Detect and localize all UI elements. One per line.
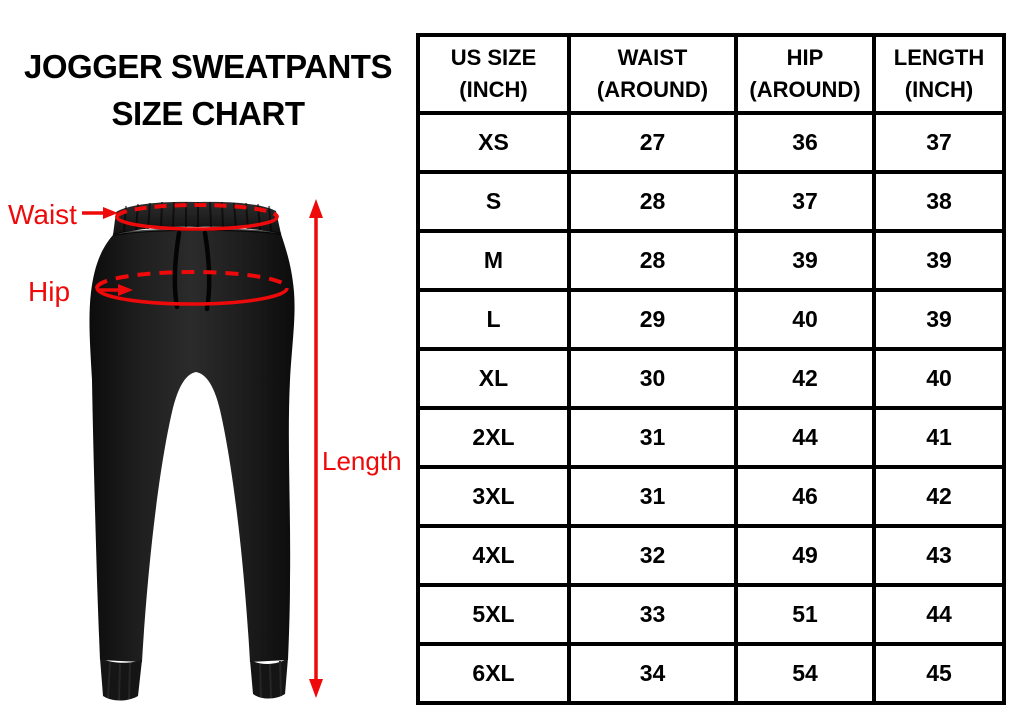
size-cell: XL — [416, 347, 571, 410]
length-cell: 38 — [872, 170, 1006, 233]
waist-ellipse-dashed — [115, 203, 279, 218]
table-header-row: US SIZE (INCH) WAIST (AROUND) HIP (AROUN… — [416, 33, 1006, 115]
length-label: Length — [322, 446, 402, 476]
hip-cell: 54 — [734, 642, 876, 705]
column-header-us-size-line1: US SIZE — [450, 45, 537, 71]
table-row: M 28 39 39 — [416, 229, 1006, 292]
waist-cell: 27 — [567, 111, 738, 174]
column-header-hip-line1: HIP — [786, 45, 824, 71]
column-header-waist: WAIST (AROUND) — [567, 33, 738, 115]
hip-cell: 51 — [734, 583, 876, 646]
cuff-left — [100, 658, 142, 701]
length-cell: 37 — [872, 111, 1006, 174]
jogger-pants-illustration: Waist Hip Length — [8, 199, 402, 701]
column-header-us-size-line2: (INCH) — [459, 77, 528, 102]
waist-ellipse-solid — [115, 216, 279, 231]
hip-cell: 40 — [734, 288, 876, 351]
hip-ellipse-dashed — [95, 270, 289, 289]
cuff-ribs — [107, 660, 282, 701]
length-cell: 44 — [872, 583, 1006, 646]
waist-cell: 33 — [567, 583, 738, 646]
hip-cell: 36 — [734, 111, 876, 174]
arrow-heads — [103, 199, 323, 698]
hip-arrowhead-icon — [118, 284, 133, 296]
length-arrowhead-up-icon — [309, 199, 323, 218]
drawstring-left — [172, 230, 182, 310]
column-header-waist-line2: (AROUND) — [596, 77, 709, 102]
table-row: 4XL 32 49 43 — [416, 524, 1006, 587]
hip-cell: 42 — [734, 347, 876, 410]
length-cell: 39 — [872, 288, 1006, 351]
hip-label: Hip — [28, 276, 70, 307]
pants-body-graphic — [89, 229, 295, 662]
hip-cell: 44 — [734, 406, 876, 469]
size-cell: 4XL — [416, 524, 571, 587]
table-row: 6XL 34 54 45 — [416, 642, 1006, 705]
column-header-us-size: US SIZE (INCH) — [416, 33, 571, 115]
table-row: 3XL 31 46 42 — [416, 465, 1006, 528]
length-cell: 45 — [872, 642, 1006, 705]
waist-cell: 28 — [567, 229, 738, 292]
table-row: XS 27 36 37 — [416, 111, 1006, 174]
table-row: 5XL 33 51 44 — [416, 583, 1006, 646]
size-cell: 2XL — [416, 406, 571, 469]
table-row: L 29 40 39 — [416, 288, 1006, 351]
size-cell: S — [416, 170, 571, 233]
length-cell: 41 — [872, 406, 1006, 469]
column-header-length: LENGTH (INCH) — [872, 33, 1006, 115]
column-header-waist-line1: WAIST — [617, 45, 688, 71]
table-row: 2XL 31 44 41 — [416, 406, 1006, 469]
waist-label: Waist — [8, 199, 77, 230]
hip-cell: 39 — [734, 229, 876, 292]
page-title-line-2: SIZE CHART — [111, 94, 306, 132]
measurement-annotations — [82, 203, 318, 684]
waist-cell: 29 — [567, 288, 738, 351]
waistband-gathers — [123, 201, 272, 233]
hip-ellipse-solid — [95, 287, 289, 306]
size-cell: XS — [416, 111, 571, 174]
column-header-hip-line2: (AROUND) — [749, 77, 861, 102]
size-table: US SIZE (INCH) WAIST (AROUND) HIP (AROUN… — [416, 33, 1006, 705]
waist-cell: 34 — [567, 642, 738, 705]
waist-arrowhead-icon — [103, 207, 118, 219]
waist-cell: 31 — [567, 406, 738, 469]
hip-cell: 37 — [734, 170, 876, 233]
table-row: S 28 37 38 — [416, 170, 1006, 233]
size-cell: 6XL — [416, 642, 571, 705]
column-header-length-line2: (INCH) — [904, 77, 974, 102]
waist-cell: 30 — [567, 347, 738, 410]
length-cell: 40 — [872, 347, 1006, 410]
table-row: XL 30 42 40 — [416, 347, 1006, 410]
hip-cell: 46 — [734, 465, 876, 528]
length-cell: 39 — [872, 229, 1006, 292]
length-cell: 42 — [872, 465, 1006, 528]
column-header-hip: HIP (AROUND) — [734, 33, 876, 115]
size-cell: 3XL — [416, 465, 571, 528]
hip-cell: 49 — [734, 524, 876, 587]
size-cell: M — [416, 229, 571, 292]
length-arrowhead-down-icon — [309, 679, 323, 698]
page-title: JOGGER SWEATPANTS SIZE CHART — [8, 44, 408, 138]
waist-cell: 32 — [567, 524, 738, 587]
column-header-length-line1: LENGTH — [893, 45, 985, 71]
cuff-right — [250, 658, 288, 699]
page-title-line-1: JOGGER SWEATPANTS — [24, 48, 392, 85]
size-cell: L — [416, 288, 571, 351]
length-cell: 43 — [872, 524, 1006, 587]
size-cell: 5XL — [416, 583, 571, 646]
waist-cell: 31 — [567, 465, 738, 528]
waist-cell: 28 — [567, 170, 738, 233]
